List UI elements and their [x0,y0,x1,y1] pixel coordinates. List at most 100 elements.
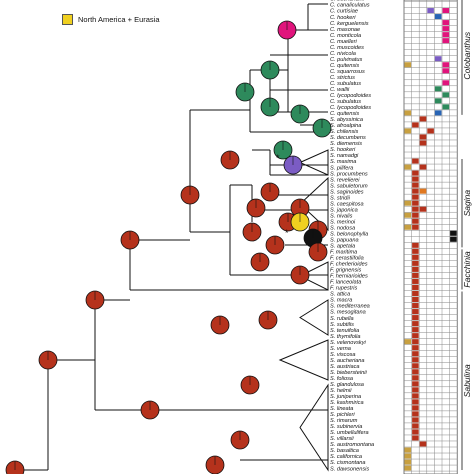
taxon-label: S. decumbens [330,135,366,141]
taxon-label: S. foliosa [330,376,353,382]
taxon-label: F. grignensis [330,268,362,274]
taxon-label: S. aucheriana [330,358,365,364]
matrix-cell [404,200,412,206]
taxon-label: S. nodosa [330,225,355,231]
legend-swatch [62,14,73,25]
taxon-label: C. nivicola [330,51,356,57]
matrix-cell [427,128,434,134]
taxon-label: S. basaltica [330,448,359,454]
matrix-cell [412,363,419,369]
matrix-cell [412,429,419,435]
taxon-label: S. rubella [330,316,354,322]
matrix-cell [412,357,419,363]
taxon-label: S. rimarum [330,418,358,424]
matrix-cell [404,453,412,459]
matrix-cell [442,92,450,98]
matrix-cell [412,393,419,399]
taxon-label: S. lineata [330,406,353,412]
taxon-label: C. wallii [330,87,350,93]
matrix-cell [412,423,419,429]
matrix-cell [434,98,442,104]
matrix-cell [412,170,419,176]
legend: North America + Eurasia [62,14,160,25]
legend-label: North America + Eurasia [78,15,160,24]
taxon-label: C. monticola [330,33,361,39]
collapsed-clade [299,299,329,336]
matrix-cell [412,176,419,182]
matrix-cell [412,297,419,303]
taxon-label: S. subtilis [330,322,354,328]
taxon-label: S. californica [330,454,362,460]
matrix-cell [412,242,419,248]
taxon-label: C. subulatus [330,99,361,105]
matrix-cell [419,441,427,447]
matrix-cell [419,164,427,170]
matrix-cell [404,164,412,170]
matrix-cell [450,230,457,236]
matrix-cell [404,128,412,134]
taxon-label: S. tenuifolia [330,328,359,334]
matrix-cell [442,8,450,14]
taxon-label: S. dawsonensis [330,466,369,472]
matrix-cell [404,459,412,465]
taxon-label: S. merinoi [330,219,356,225]
taxon-label: S. saginoides [330,189,364,195]
matrix-cell [412,345,419,351]
taxon-label: C. muelleri [330,39,357,45]
matrix-cell [412,333,419,339]
matrix-cell [419,206,427,212]
matrix-cell [412,194,419,200]
matrix-cell [412,266,419,272]
taxon-label: S. velenovskyi [330,340,367,346]
taxon-label: F. maritima [330,250,357,256]
matrix-cell [434,14,442,20]
taxon-label: S. helmii [330,388,352,394]
taxon-label: C. muscoides [330,45,364,51]
taxon-label: C. curtisiae [330,9,358,15]
taxon-label: S. macra [330,298,352,304]
matrix-cell [412,405,419,411]
matrix-cell [404,465,412,471]
matrix-cell [412,122,419,128]
distribution-matrix [403,0,458,474]
clade-brackets: Colobanthus Sagina Facchinia Sabulina [461,0,472,471]
matrix-cell [442,80,450,86]
matrix-cell [412,248,419,254]
clade-label: Sabulina [462,364,472,397]
taxon-label: F. rupestris [330,286,357,292]
matrix-cell [412,290,419,296]
taxon-label: S. caespitosa [330,201,364,207]
taxon-label: S. afroalpina [330,123,361,129]
matrix-cell [412,369,419,375]
matrix-cell [404,447,412,453]
taxon-label: S. attica [330,292,350,298]
taxon-label: S. abyssinica [330,117,363,123]
annotation-star-1: * [276,153,280,163]
taxon-label: S. hookeri [330,147,356,153]
matrix-cell [412,411,419,417]
matrix-cell [412,387,419,393]
matrix-cell [442,38,450,44]
collapsed-clade [299,176,329,232]
matrix-cell [412,315,419,321]
taxon-label: F. cherlerioides [330,262,368,268]
matrix-cell [442,68,450,74]
taxon-label: S. procumbens [330,171,368,177]
matrix-cell [412,339,419,345]
matrix-cell [434,86,442,92]
matrix-cell [442,20,450,26]
matrix-cell [412,278,419,284]
taxon-label: S. sabuletorum [330,183,368,189]
taxon-label: C. lycopodioides [330,105,371,111]
taxon-label: S. pichleri [330,412,355,418]
matrix-cell [412,309,419,315]
taxon-label: S. umbellulifera [330,430,369,436]
taxon-label: S. mesogitana [330,310,366,316]
matrix-cell [442,32,450,38]
taxon-label: S. villarsii [330,436,354,442]
collapsed-clade [278,339,329,381]
matrix-cell [427,8,434,14]
clade-label: Colobanthus [462,31,472,79]
matrix-cell [412,327,419,333]
